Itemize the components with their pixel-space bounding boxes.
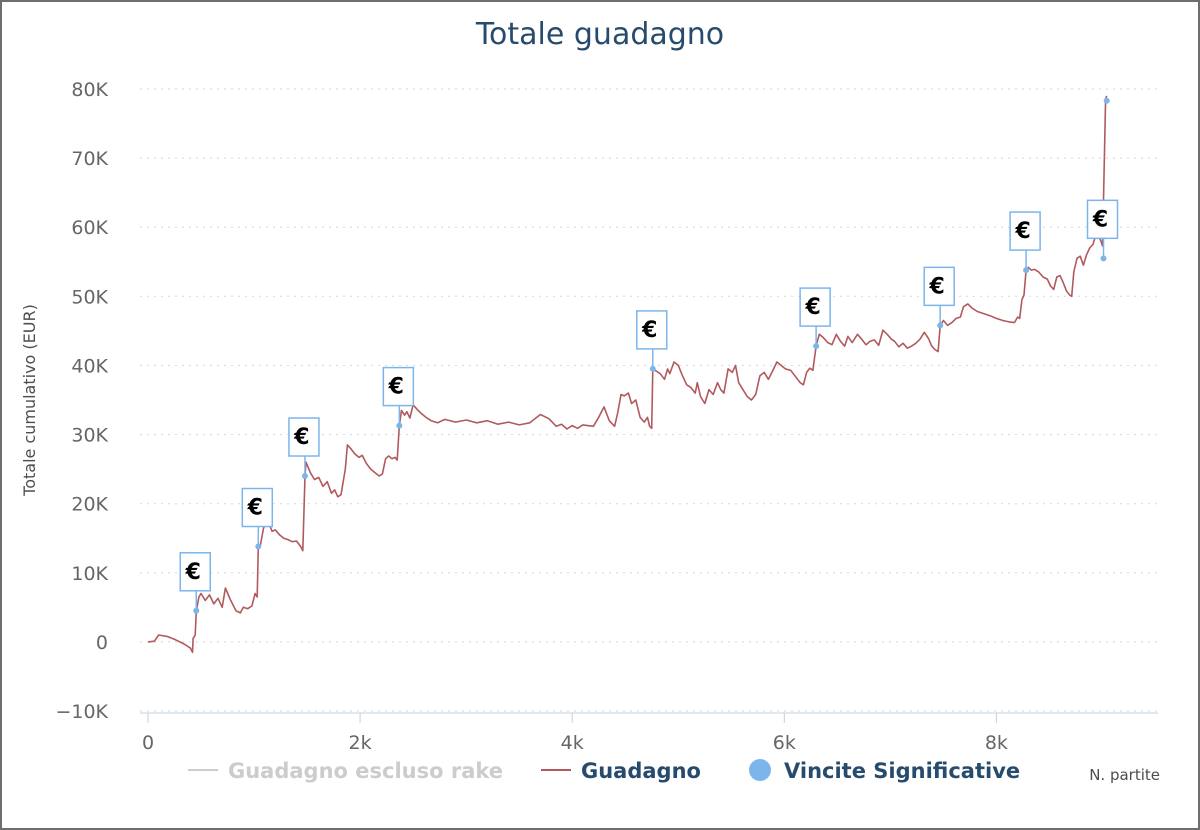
flag-label: € [185,560,201,585]
series-line-guadagno [147,95,1108,654]
significant-win-point[interactable] [1100,255,1107,262]
legend-label: Guadagno [581,759,701,783]
flag-box [636,310,668,350]
significant-win-flag[interactable]: € [241,487,274,550]
significant-win-flag[interactable]: € [1086,199,1119,262]
legend-item-2[interactable]: Guadagno [541,759,701,783]
y-tick-label: 10K [71,563,108,585]
y-tick-label: 20K [71,494,108,516]
flag-label: € [1014,219,1030,244]
significant-win-point[interactable] [1103,97,1110,104]
flag-box [382,366,415,407]
flag-label: € [1092,207,1108,232]
y-tick-label: 60K [71,217,108,239]
y-tick-label: 0 [96,632,108,654]
x-axis-label: N. partite [1089,766,1160,784]
y-tick-label: 70K [71,148,108,170]
x-axis-ticks: 0 2k 4k 6k 8k [140,712,1158,754]
flag-box [241,487,274,528]
significant-win-point[interactable] [937,322,944,329]
flag-box [1009,211,1041,251]
x-tick-label: 4k [561,732,584,754]
flag-label: € [804,295,820,320]
legend-label: Guadagno escluso rake [228,759,503,783]
significant-win-point[interactable] [396,422,403,429]
significant-win-flag[interactable]: € [799,287,831,350]
chart-title: Totale guadagno [475,17,724,52]
significant-win-flag[interactable]: € [1009,211,1041,274]
flag-label: € [293,425,309,450]
x-tick-label: 6k [773,732,796,754]
flag-box [1086,199,1119,240]
flag-label: € [247,496,263,521]
significant-win-point[interactable] [255,543,262,550]
x-tick-label: 2k [349,732,372,754]
y-tick-label: −10K [55,701,108,723]
significant-win-flag[interactable]: € [923,266,955,329]
y-tick-label: 80K [71,79,108,101]
legend-item-1[interactable]: Guadagno escluso rake [188,759,503,783]
flag-label: € [929,274,945,299]
flag-box [179,552,212,592]
y-axis-label: Totale cumulativo (EUR) [20,304,39,497]
significant-win-flag[interactable]: € [179,552,212,614]
significant-win-point[interactable] [649,365,656,372]
y-axis-ticks: −10K 0 10K 20K 30K 40K 50K 60K 70K 80K [55,79,108,723]
significant-win-flag[interactable]: € [636,310,668,372]
legend-circle-symbol [749,759,771,781]
legend[interactable]: Guadagno escluso rake Guadagno Vincite Sig… [188,759,1020,783]
significant-win-point[interactable] [813,343,820,350]
flags-layer: € € € € € € € € € [179,97,1119,614]
legend-label: Vincite Significative [784,759,1020,783]
significant-win-point[interactable] [1023,267,1030,274]
significant-win-point[interactable] [193,607,200,614]
significant-win-flag[interactable]: € [382,366,415,429]
flag-box [799,287,831,327]
significant-win-flag[interactable]: € [288,417,320,480]
flag-box [288,417,320,457]
y-tick-label: 50K [71,286,108,308]
grid [140,88,1158,712]
legend-item-3[interactable]: Vincite Significative [749,759,1020,783]
y-tick-label: 40K [71,355,108,377]
flag-box [923,266,955,307]
significant-win-point[interactable] [301,473,308,480]
plot-area [147,95,1108,654]
significant-win-flag[interactable] [1103,97,1110,104]
x-tick-label: 0 [142,732,154,754]
y-tick-label: 30K [71,425,108,447]
flag-label: € [641,318,657,343]
flag-label: € [388,375,404,400]
x-tick-label: 8k [985,732,1008,754]
